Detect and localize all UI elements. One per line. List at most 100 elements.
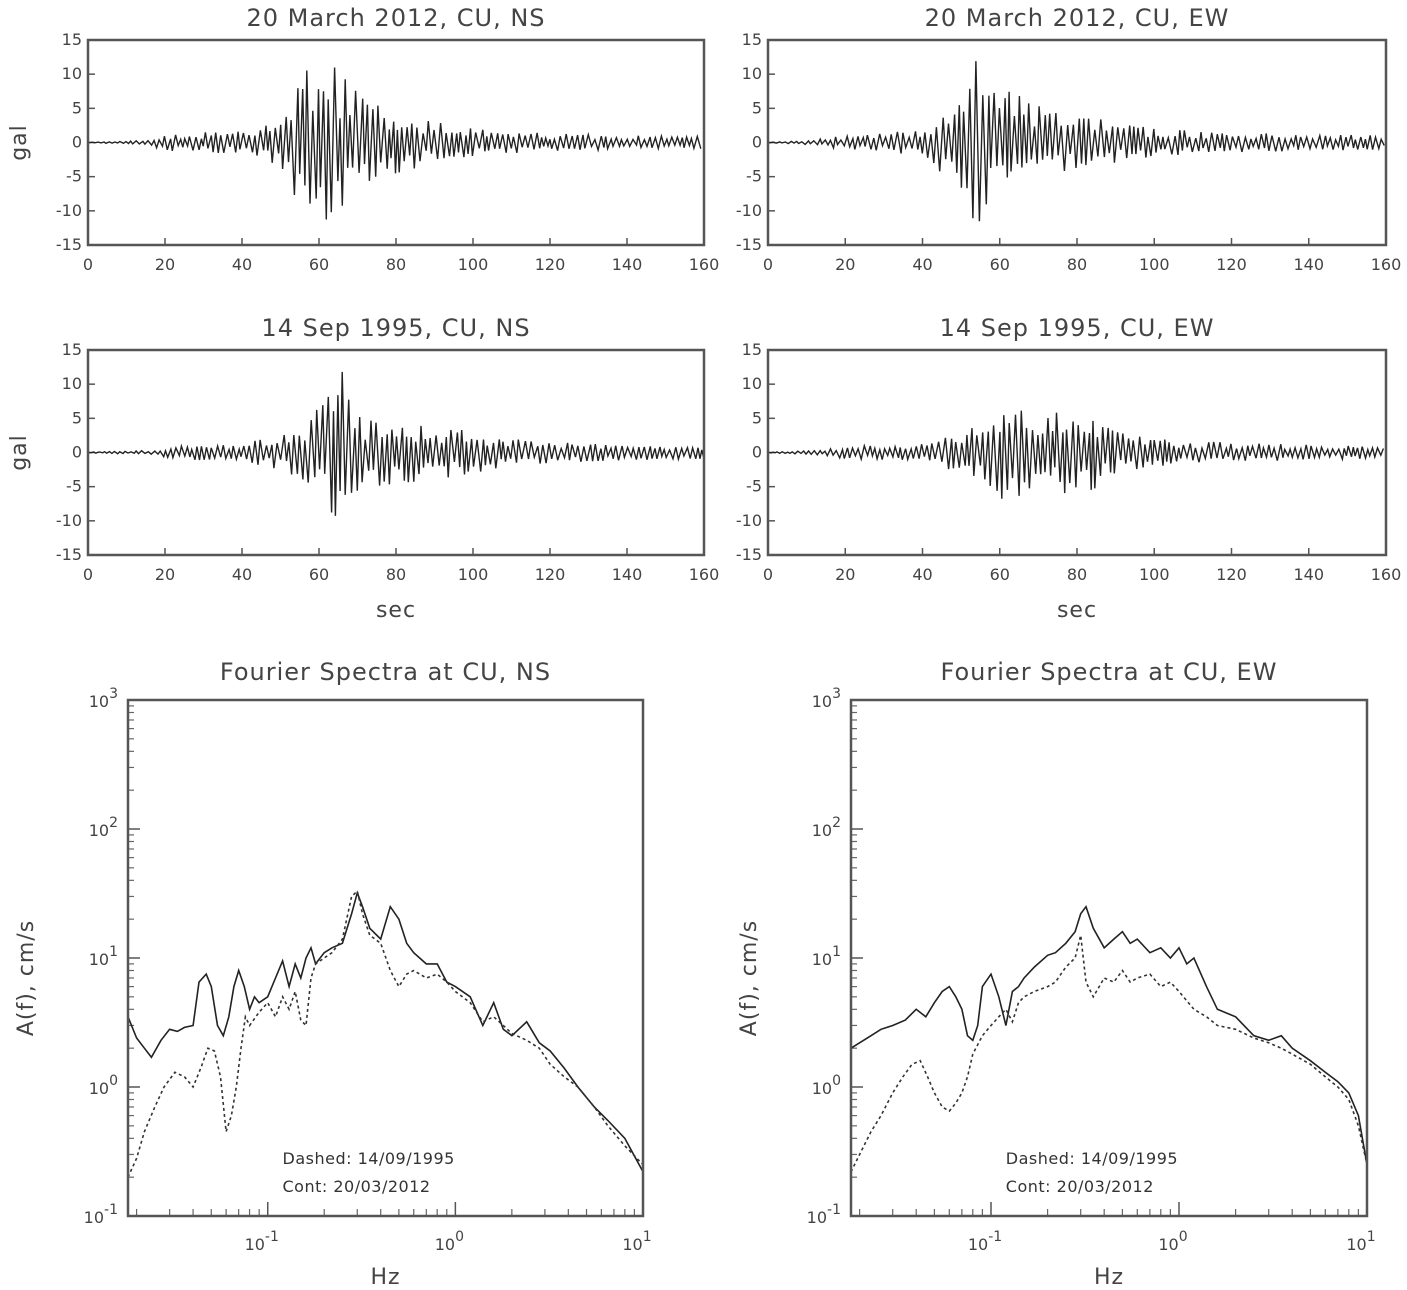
- chart-title: 14 Sep 1995, CU, EW: [940, 314, 1215, 342]
- spectrum-line-solid: [850, 905, 1368, 1165]
- x-tick-label: 0: [763, 565, 773, 584]
- legend-note: Dashed: 14/09/1995: [283, 1149, 455, 1168]
- x-tick-label: 80: [386, 255, 406, 274]
- panel-ts-2012-ns: 20 March 2012, CU, NS -15 -10 -5 0 5 10 15 0 20 40…: [7, 4, 719, 274]
- x-tick-label: 20: [155, 565, 175, 584]
- y-tick-label: 10-1: [84, 1202, 118, 1227]
- y-tick-label: -15: [736, 545, 762, 564]
- spectrum-line-dashed: [127, 889, 644, 1178]
- y-tick-label: -5: [746, 477, 762, 496]
- x-tick-label: 160: [1371, 565, 1402, 584]
- y-tick-label: 102: [89, 815, 118, 840]
- y-tick-label: 10: [742, 374, 762, 393]
- x-axis-label: sec: [376, 598, 416, 623]
- y-axis-label: gal: [7, 124, 32, 161]
- waveform-line: [767, 61, 1385, 222]
- chart-title: 14 Sep 1995, CU, NS: [261, 314, 530, 342]
- panel-ts-1995-ew: 14 Sep 1995, CU, EW -15 -10 -5 0 5 10 15 0 20 40 60…: [736, 314, 1401, 623]
- x-tick-label: 100: [458, 565, 489, 584]
- x-tick-label: 100: [1139, 565, 1170, 584]
- y-axis-label: gal: [7, 434, 32, 471]
- x-tick-label: 120: [1216, 255, 1247, 274]
- x-tick-label: 40: [912, 255, 932, 274]
- y-tick-label: 10-1: [807, 1202, 841, 1227]
- x-tick-label: 80: [1067, 565, 1087, 584]
- y-tick-label: -10: [56, 511, 82, 530]
- y-tick-label: 15: [62, 340, 82, 359]
- x-tick-label: 0: [83, 255, 93, 274]
- y-tick-label: -5: [66, 477, 82, 496]
- x-tick-label: 160: [1371, 255, 1402, 274]
- x-axis-label: sec: [1057, 598, 1097, 623]
- x-tick-label: 100: [1139, 255, 1170, 274]
- plot-frame: [766, 348, 1388, 557]
- y-tick-label: 103: [812, 686, 841, 711]
- y-tick-label: 102: [812, 815, 841, 840]
- x-tick-label: 101: [622, 1229, 651, 1254]
- waveform-line: [87, 371, 705, 516]
- x-tick-label: 40: [912, 565, 932, 584]
- y-tick-label: -10: [56, 201, 82, 220]
- waveform-line: [87, 67, 702, 220]
- y-tick-label: 0: [72, 133, 82, 152]
- y-tick-label: 100: [812, 1073, 841, 1098]
- x-tick-label: 120: [535, 565, 566, 584]
- x-tick-label: 100: [1158, 1229, 1187, 1254]
- panel-fs-ns: Fourier Spectra at CU, NS 10-1 100 101 102 10…: [14, 658, 652, 1290]
- plot-frame: [86, 38, 706, 247]
- y-tick-label: -10: [736, 201, 762, 220]
- x-tick-label: 140: [612, 565, 643, 584]
- y-tick-label: 10: [62, 64, 82, 83]
- waveform-line: [767, 410, 1385, 499]
- y-tick-label: 103: [89, 686, 118, 711]
- y-tick-label: 10: [62, 374, 82, 393]
- x-tick-label: 140: [612, 255, 643, 274]
- y-tick-label: 5: [752, 408, 762, 427]
- x-tick-label: 0: [763, 255, 773, 274]
- legend-note: Dashed: 14/09/1995: [1006, 1149, 1178, 1168]
- y-tick-label: 0: [752, 443, 762, 462]
- panel-fs-ew: Fourier Spectra at CU, EW 10-1 100 101 102 10…: [737, 658, 1376, 1290]
- y-tick-label: -15: [736, 235, 762, 254]
- x-tick-label: 20: [835, 255, 855, 274]
- chart-title: Fourier Spectra at CU, NS: [220, 658, 551, 686]
- y-tick-label: 0: [72, 443, 82, 462]
- x-tick-label: 0: [83, 565, 93, 584]
- y-tick-label: -15: [56, 545, 82, 564]
- x-tick-label: 160: [689, 565, 720, 584]
- plot-frame: [86, 348, 706, 557]
- x-axis-label: Hz: [370, 1265, 400, 1290]
- x-tick-label: 40: [232, 565, 252, 584]
- x-tick-label: 60: [309, 255, 329, 274]
- x-tick-label: 60: [309, 565, 329, 584]
- x-tick-label: 100: [435, 1229, 464, 1254]
- x-tick-label: 120: [535, 255, 566, 274]
- x-tick-label: 120: [1216, 565, 1247, 584]
- y-axis-label: A(f), cm/s: [14, 920, 39, 1036]
- chart-title: Fourier Spectra at CU, EW: [941, 658, 1278, 686]
- y-tick-label: -5: [66, 167, 82, 186]
- spectrum-line-dashed: [850, 935, 1368, 1173]
- y-tick-label: 5: [72, 408, 82, 427]
- y-tick-label: -10: [736, 511, 762, 530]
- y-tick-label: 15: [742, 340, 762, 359]
- x-tick-label: 101: [1346, 1229, 1375, 1254]
- legend-note: Cont: 20/03/2012: [283, 1177, 431, 1196]
- chart-title: 20 March 2012, CU, EW: [925, 4, 1230, 32]
- plot-frame: [766, 38, 1388, 247]
- panel-ts-1995-ns: 14 Sep 1995, CU, NS -15 -10 -5 0 5 10 15 0 20 40 60…: [7, 314, 719, 623]
- x-tick-label: 160: [689, 255, 720, 274]
- x-tick-label: 20: [835, 565, 855, 584]
- y-tick-label: -15: [56, 235, 82, 254]
- y-tick-label: 0: [752, 133, 762, 152]
- chart-title: 20 March 2012, CU, NS: [246, 4, 545, 32]
- x-tick-label: 80: [386, 565, 406, 584]
- x-tick-label: 140: [1293, 565, 1324, 584]
- x-tick-label: 80: [1067, 255, 1087, 274]
- y-tick-label: 5: [752, 98, 762, 117]
- y-tick-label: -5: [746, 167, 762, 186]
- plot-frame: [126, 698, 645, 1218]
- x-axis-label: Hz: [1094, 1265, 1124, 1290]
- x-tick-label: 10-1: [245, 1229, 279, 1254]
